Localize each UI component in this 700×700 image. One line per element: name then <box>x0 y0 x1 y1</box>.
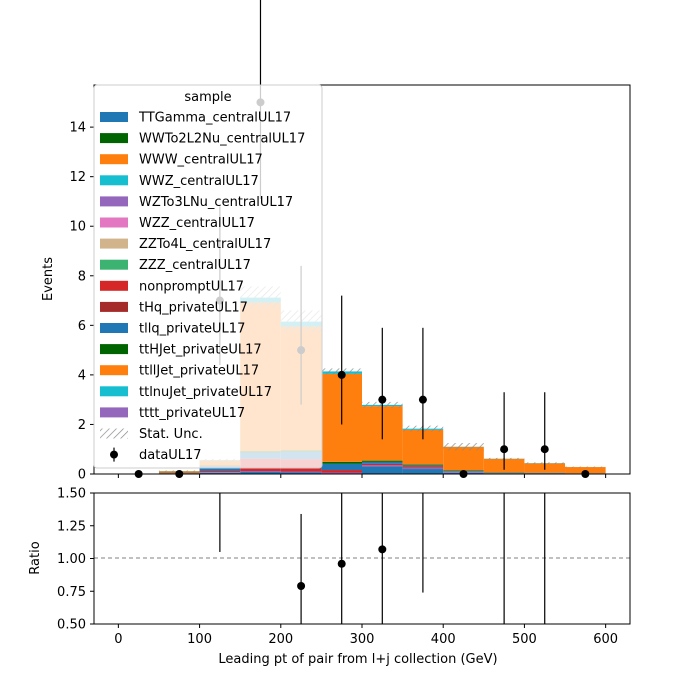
bar-segment <box>240 472 281 474</box>
legend-label: WWW_centralUL17 <box>139 153 263 168</box>
bar-segment <box>321 470 362 473</box>
x-tick-label: 400 <box>431 632 456 647</box>
bar-segment <box>362 463 403 466</box>
y-tick-label: 8 <box>78 269 86 284</box>
legend-swatch <box>100 301 128 312</box>
legend-label: TTGamma_centralUL17 <box>138 111 291 126</box>
legend-label: ZZZ_centralUL17 <box>139 258 251 273</box>
legend-label: tttt_privateUL17 <box>139 406 245 421</box>
ratio-y-tick-label: 1.50 <box>57 487 86 502</box>
y-tick-label: 6 <box>78 319 86 334</box>
x-tick-label: 200 <box>268 632 293 647</box>
legend-swatch <box>100 280 128 291</box>
ratio-y-ticks: 0.50 0.75 1.00 1.25 1.50 <box>57 487 94 633</box>
legend-label: nonpromptUL17 <box>139 279 244 294</box>
legend-swatch <box>100 133 128 144</box>
bar-segment <box>402 466 444 468</box>
ratio-x-ticks: 0 100 200 300 400 500 600 <box>114 624 618 647</box>
ratio-point <box>337 559 346 568</box>
y-tick-label: 12 <box>69 170 86 185</box>
x-axis-label: Leading pt of pair from l+j collection (… <box>218 652 497 667</box>
y-tick-label: 0 <box>78 468 86 483</box>
legend-swatch <box>100 112 128 122</box>
legend: sample TTGamma_centralUL17 WWTo2L2Nu_cent… <box>93 84 323 469</box>
x-tick-label: 0 <box>114 632 122 647</box>
bar-segment <box>362 461 403 464</box>
bar-segment <box>362 466 403 474</box>
y-tick-label: 2 <box>78 418 86 433</box>
x-tick-label: 100 <box>187 632 212 647</box>
bar-segment <box>443 446 484 471</box>
legend-label: tHq_privateUL17 <box>139 300 248 315</box>
legend-label: ttHJet_privateUL17 <box>139 343 262 358</box>
bar-segment <box>402 464 444 466</box>
bar-segment <box>199 472 241 474</box>
legend-swatch <box>100 175 128 186</box>
bar-segment <box>321 461 362 464</box>
y-tick-label: 14 <box>69 121 86 136</box>
ratio-y-tick-label: 1.00 <box>57 552 86 567</box>
bar-segment <box>321 463 362 471</box>
legend-data-marker <box>110 450 118 459</box>
data-point <box>540 445 549 454</box>
bar-segment <box>280 471 322 473</box>
ratio-point <box>378 545 387 554</box>
legend-box <box>93 84 323 469</box>
legend-swatch <box>100 217 128 228</box>
main-x-ticks <box>117 474 607 478</box>
legend-title: sample <box>184 90 231 105</box>
bar-segment <box>240 471 281 473</box>
legend-label: ttlnuJet_privateUL17 <box>139 385 272 400</box>
bar-segment <box>402 467 444 470</box>
ratio-y-tick-label: 0.50 <box>57 618 86 633</box>
legend-swatch <box>100 344 128 355</box>
legend-label: WWZ_centralUL17 <box>139 174 259 189</box>
legend-hatch-swatch <box>100 428 128 439</box>
bar-segment <box>362 465 403 467</box>
y-tick-label: 4 <box>78 368 86 383</box>
ratio-y-axis-label: Ratio <box>28 541 43 574</box>
legend-swatch <box>100 323 128 333</box>
data-point <box>500 445 509 454</box>
x-tick-label: 500 <box>512 632 537 647</box>
data-point <box>337 370 346 379</box>
bar-segment <box>199 466 241 472</box>
legend-label: ttllJet_privateUL17 <box>139 364 259 379</box>
bar-segment <box>402 469 444 474</box>
legend-swatch <box>100 407 128 418</box>
bar-segment <box>199 471 241 473</box>
legend-label: ZZTo4L_centralUL17 <box>139 237 271 252</box>
main-y-ticks: 0 2 4 6 8 10 12 14 <box>69 121 94 483</box>
stat-unc-band <box>443 443 484 451</box>
stat-unc-band <box>565 466 606 468</box>
ratio-y-tick-label: 0.75 <box>57 585 86 600</box>
legend-swatch <box>100 238 128 249</box>
bar-segment <box>402 465 444 467</box>
legend-swatch <box>100 196 128 207</box>
legend-label: WZTo3LNu_centralUL17 <box>139 195 293 210</box>
x-tick-label: 600 <box>593 632 618 647</box>
legend-label: Stat. Unc. <box>139 427 203 442</box>
legend-label: dataUL17 <box>139 448 202 463</box>
legend-swatch <box>100 386 128 397</box>
legend-label: WWTo2L2Nu_centralUL17 <box>139 132 305 147</box>
ratio-panel: 0.50 0.75 1.00 1.25 1.50 0 100 200 300 400 500 600… <box>28 487 631 667</box>
legend-label: WZZ_centralUL17 <box>139 216 255 231</box>
data-point <box>418 395 427 404</box>
ratio-y-tick-label: 1.25 <box>57 519 86 534</box>
data-point <box>378 395 387 404</box>
legend-swatch <box>100 259 128 270</box>
bar-segment <box>280 472 322 474</box>
bar-segment <box>362 460 403 462</box>
y-tick-label: 10 <box>69 220 86 235</box>
legend-swatch <box>100 154 128 165</box>
x-tick-label: 300 <box>350 632 375 647</box>
bar-segment <box>321 472 362 474</box>
ratio-points <box>219 493 546 624</box>
y-axis-label: Events <box>41 257 56 301</box>
legend-swatch <box>100 365 128 376</box>
legend-label: tllq_privateUL17 <box>139 322 245 337</box>
ratio-point <box>297 582 306 591</box>
